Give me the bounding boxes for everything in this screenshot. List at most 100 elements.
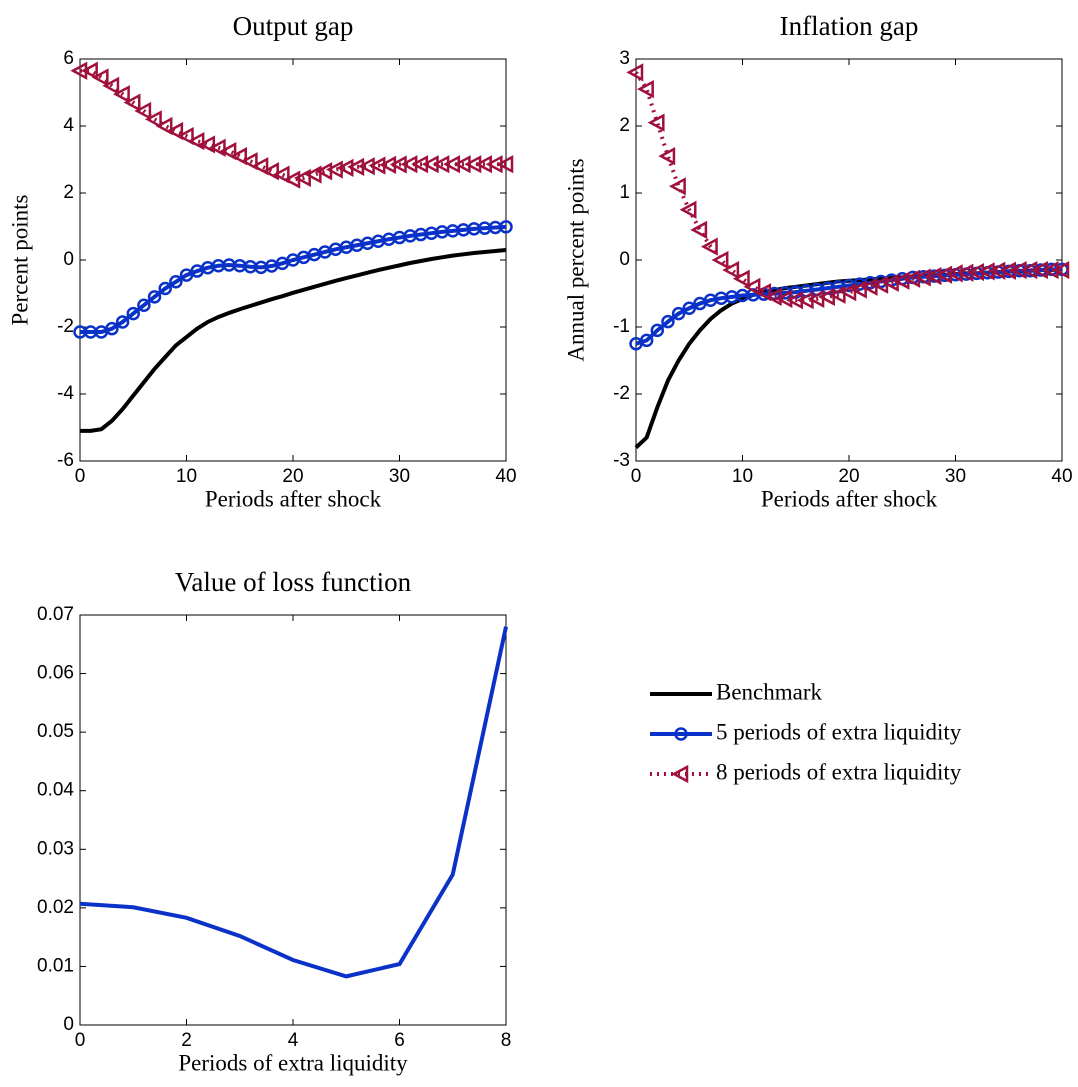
y-tick-label: 2 (63, 182, 74, 203)
y-axis-label: Annual percent points (563, 158, 588, 361)
marker (743, 277, 761, 296)
marker (262, 162, 279, 181)
marker (176, 126, 194, 146)
marker (690, 220, 708, 239)
marker (155, 116, 173, 136)
series-line (80, 224, 507, 335)
marker (219, 142, 237, 161)
series-line (634, 71, 1062, 303)
y-tick-label: 0.02 (37, 897, 74, 918)
chart-title: Inflation gap (780, 11, 919, 41)
legend-label: Benchmark (716, 679, 823, 704)
x-axis-label: Periods after shock (205, 486, 382, 511)
marker (647, 113, 665, 132)
y-tick-label: 0 (619, 249, 630, 270)
marker (700, 237, 718, 256)
marker (1052, 260, 1070, 280)
y-tick-label: 6 (63, 48, 74, 69)
chart-title: Value of loss function (175, 567, 412, 597)
marker (661, 314, 675, 329)
y-tick-label: -2 (613, 383, 630, 404)
marker (722, 260, 740, 280)
marker (499, 220, 513, 234)
y-tick-label: 0.05 (37, 721, 74, 742)
marker (496, 155, 514, 174)
axes-box (79, 614, 507, 1026)
axes: 0 10 20 30 40 -6 -4 -2 0 2 4 6 Output gap Periods aft… (7, 11, 516, 511)
axes: 0 2 4 6 8 0 0.01 0.02 0.03 0.04 0.05 0.06 0.07 Value … (37, 567, 511, 1075)
x-tick-label: 4 (288, 1030, 299, 1051)
legend-marker (674, 727, 688, 741)
x-tick-label: 20 (838, 466, 859, 487)
marker (169, 275, 183, 289)
y-tick-label: 3 (619, 48, 630, 69)
marker (102, 76, 120, 95)
legend-label: 5 periods of extra liquidity (716, 719, 962, 744)
y-tick-label: 0 (63, 1014, 74, 1035)
marker (208, 138, 226, 157)
y-tick-label: 0 (63, 249, 74, 270)
x-tick-label: 10 (732, 466, 753, 487)
marker (134, 101, 152, 121)
x-tick-label: 0 (75, 1030, 86, 1051)
x-tick-label: 30 (945, 466, 966, 487)
marker (682, 301, 696, 315)
marker (294, 168, 311, 188)
marker (112, 85, 130, 104)
y-tick-label: -1 (613, 316, 630, 337)
marker (137, 298, 151, 312)
axes-box (635, 58, 1063, 462)
marker (711, 250, 729, 270)
series-line (79, 626, 508, 979)
marker (81, 61, 98, 80)
y-tick-label: -6 (57, 450, 74, 471)
marker (671, 306, 686, 321)
marker (166, 121, 184, 141)
y-tick-label: 1 (619, 182, 630, 203)
x-tick-label: 40 (1051, 466, 1072, 487)
x-tick-label: 8 (501, 1030, 512, 1051)
x-axis-label: Periods after shock (761, 486, 938, 511)
marker (732, 269, 750, 288)
marker (230, 147, 247, 166)
y-tick-label: 2 (619, 115, 630, 136)
marker (626, 63, 644, 82)
marker (304, 165, 322, 184)
series-line (80, 68, 506, 182)
marker (158, 281, 172, 296)
x-tick-label: 30 (389, 466, 410, 487)
x-tick-label: 40 (495, 466, 516, 487)
marker (123, 93, 141, 112)
x-tick-label: 6 (394, 1030, 405, 1051)
x-tick-label: 2 (181, 1030, 192, 1051)
marker (91, 68, 109, 87)
marker (668, 177, 686, 196)
x-tick-label: 0 (75, 466, 86, 487)
x-tick-label: 0 (631, 466, 642, 487)
y-tick-label: 0.04 (37, 780, 74, 801)
x-axis-label: Periods of extra liquidity (178, 1050, 408, 1075)
y-tick-label: 0.03 (37, 838, 74, 859)
marker (126, 306, 140, 321)
marker (272, 165, 290, 184)
marker (754, 283, 772, 302)
legend: Benchmark 5 periods of extra liquidity 8 p… (650, 679, 962, 784)
marker (240, 152, 258, 171)
x-tick-label: 10 (176, 466, 197, 487)
y-tick-label: -2 (57, 316, 74, 337)
y-tick-label: -4 (57, 383, 74, 404)
y-tick-label: 0.06 (37, 663, 74, 684)
marker (650, 323, 665, 338)
y-tick-label: 0.07 (37, 604, 74, 625)
marker (658, 147, 676, 166)
marker (115, 315, 130, 329)
series-line (635, 267, 1062, 346)
legend-marker (671, 764, 689, 784)
y-tick-label: 0.01 (37, 955, 74, 976)
marker (147, 290, 162, 304)
y-tick-label: 4 (63, 115, 74, 136)
y-tick-label: -3 (613, 450, 630, 471)
chart-title: Output gap (233, 11, 354, 41)
